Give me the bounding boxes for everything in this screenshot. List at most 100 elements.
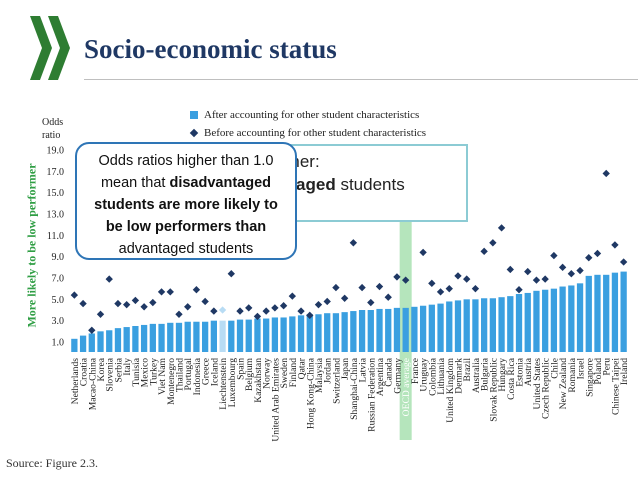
y-tick-label: 7.0 bbox=[52, 274, 65, 285]
x-tick-label: Czech Republic bbox=[541, 358, 552, 419]
bar-after-53 bbox=[533, 290, 540, 352]
bar-after-4 bbox=[106, 330, 113, 352]
bar-after-35 bbox=[376, 308, 383, 352]
x-tick-label: Serbia bbox=[113, 357, 124, 382]
x-tick-label: Colombia bbox=[427, 357, 438, 396]
x-tick-label: Denmark bbox=[453, 358, 464, 394]
diamond-before-30 bbox=[332, 283, 340, 292]
x-tick-label: Japan bbox=[340, 358, 351, 380]
diamond-before-57 bbox=[567, 270, 576, 278]
diamond-before-42 bbox=[436, 288, 445, 296]
diamond-before-50 bbox=[506, 265, 514, 274]
bar-after-32 bbox=[350, 311, 357, 352]
callout-line2-bold: disadvantaged bbox=[169, 175, 272, 191]
bar-after-27 bbox=[306, 314, 313, 352]
bar-after-24 bbox=[280, 317, 287, 352]
legend-item-after: After accounting for other student chara… bbox=[190, 106, 426, 124]
x-tick-label: Shanghai-China bbox=[349, 357, 360, 420]
bar-after-58 bbox=[576, 283, 584, 352]
bar-after-37 bbox=[393, 307, 401, 352]
explanation-callout: Odds ratios higher than 1.0 mean that di… bbox=[75, 142, 297, 260]
y-tick-label: 13.0 bbox=[47, 210, 65, 221]
background-callout-line2: ntaged students bbox=[280, 173, 460, 196]
callout-line4: be low performers than bbox=[105, 219, 267, 235]
diamond-before-1 bbox=[79, 299, 87, 308]
diamond-before-13 bbox=[184, 303, 192, 311]
x-tick-label: United Kingdom bbox=[445, 357, 456, 422]
x-tick-label: Belgium bbox=[244, 357, 255, 391]
diamond-before-7 bbox=[131, 296, 140, 305]
bar-after-12 bbox=[175, 322, 183, 352]
x-tick-label: Romania bbox=[567, 357, 578, 392]
x-tick-label: Bulgaria bbox=[480, 357, 491, 391]
x-tick-label: Netherlands bbox=[70, 358, 81, 405]
bar-after-18 bbox=[228, 320, 235, 352]
bar-after-25 bbox=[289, 316, 296, 352]
bar-after-54 bbox=[542, 289, 549, 352]
x-tick-label: Peru bbox=[602, 358, 613, 376]
x-tick-label: Sweden bbox=[279, 358, 290, 389]
y-tick-label: 3.0 bbox=[52, 316, 65, 327]
bar-after-44 bbox=[454, 300, 462, 352]
diamond-before-4 bbox=[105, 275, 113, 283]
x-tick-label: Estonia bbox=[515, 357, 526, 387]
bar-after-47 bbox=[481, 298, 488, 352]
bar-after-38 bbox=[402, 307, 409, 352]
bar-after-59 bbox=[585, 275, 592, 352]
diamond-before-22 bbox=[262, 307, 270, 315]
diamond-before-5 bbox=[114, 299, 122, 308]
diamond-before-61 bbox=[602, 169, 610, 178]
x-tick-label: Chinese Taipei bbox=[610, 358, 621, 415]
bar-after-39 bbox=[411, 306, 418, 352]
diamond-before-63 bbox=[619, 258, 628, 266]
y-tick-label: 17.0 bbox=[47, 167, 65, 178]
x-tick-label: Costa Rica bbox=[506, 357, 517, 400]
x-tick-label: Tunisia bbox=[131, 357, 142, 386]
diamond-before-47 bbox=[480, 247, 488, 256]
x-tick-label: Singapore bbox=[584, 358, 595, 397]
diamond-before-53 bbox=[532, 276, 541, 284]
x-tick-label: Thailand bbox=[174, 358, 185, 392]
y-tick-label: 19.0 bbox=[47, 146, 65, 157]
diamond-before-3 bbox=[96, 310, 105, 318]
x-tick-label: Slovak Republic bbox=[488, 358, 499, 422]
bar-after-14 bbox=[193, 321, 200, 352]
bar-after-19 bbox=[236, 319, 244, 352]
diamond-before-20 bbox=[245, 304, 253, 312]
bar-after-8 bbox=[140, 324, 148, 352]
diamond-before-44 bbox=[454, 272, 462, 280]
y-axis-title: Odds ratio bbox=[42, 117, 64, 141]
diamond-before-56 bbox=[558, 263, 567, 272]
diamond-before-34 bbox=[367, 298, 375, 307]
diamond-before-27 bbox=[306, 311, 314, 320]
diamond-before-19 bbox=[236, 307, 244, 315]
diamond-before-46 bbox=[471, 284, 480, 293]
diamond-before-0 bbox=[70, 291, 79, 299]
legend-item-before: Before accounting for other student char… bbox=[189, 124, 426, 142]
bar-after-45 bbox=[463, 299, 470, 352]
bar-after-28 bbox=[315, 314, 322, 352]
bar-after-33 bbox=[358, 310, 366, 352]
bar-after-20 bbox=[245, 319, 252, 352]
x-tick-label: Argentina bbox=[375, 357, 386, 396]
x-tick-label: Uruguay bbox=[419, 358, 430, 392]
x-tick-label: OECD average bbox=[401, 358, 412, 416]
source-note: Source: Figure 2.3. bbox=[6, 456, 98, 470]
legend-label-after: After accounting for other student chara… bbox=[204, 109, 420, 121]
bar-after-63 bbox=[620, 271, 627, 352]
bar-after-31 bbox=[341, 312, 348, 352]
x-tick-label: Portugal bbox=[183, 358, 194, 391]
diamond-before-10 bbox=[157, 288, 166, 296]
diamond-before-41 bbox=[428, 279, 436, 288]
bar-after-41 bbox=[428, 304, 435, 352]
x-tick-label: Liechtenstein bbox=[218, 358, 229, 410]
diamond-before-25 bbox=[288, 292, 297, 300]
background-callout-rest: students bbox=[335, 175, 405, 194]
x-tick-label: United Arab Emirates bbox=[270, 358, 281, 442]
x-tick-label: France bbox=[410, 358, 421, 384]
diamond-before-38 bbox=[401, 276, 410, 284]
callout-line1: Odds ratios higher than 1.0 bbox=[98, 153, 274, 169]
y-tick-label: 15.0 bbox=[47, 188, 65, 199]
diamond-before-9 bbox=[149, 298, 157, 307]
bar-after-43 bbox=[446, 301, 453, 352]
